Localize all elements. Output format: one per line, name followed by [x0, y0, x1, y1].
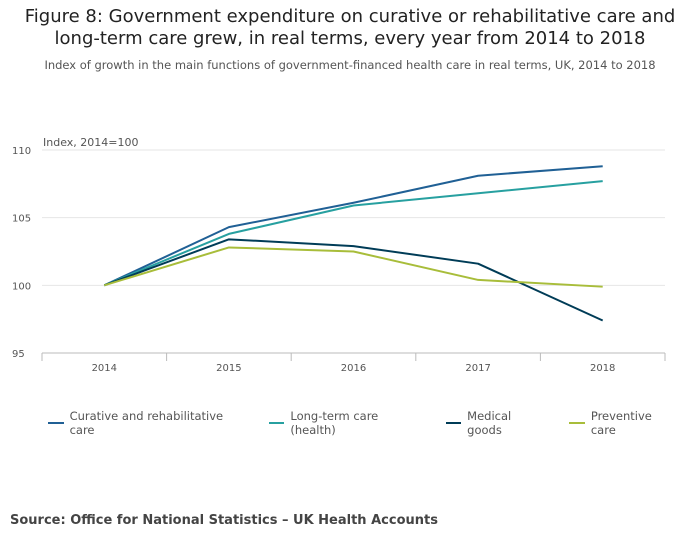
legend-item-1: Long-term care (health): [268, 409, 424, 437]
y-axis-label: Index, 2014=100: [43, 136, 138, 149]
y-tick-label: 110: [12, 146, 31, 157]
legend-label: Preventive care: [590, 409, 652, 437]
legend-swatch: [569, 422, 585, 424]
x-tick-label-2017: 2017: [465, 363, 490, 374]
source-note: Source: Office for National Statistics –…: [10, 513, 438, 528]
legend: Curative and rehabilitative care Long-ter…: [48, 409, 700, 437]
chart-subtitle: Index of growth in the main functions of…: [44, 58, 656, 72]
x-axis: 2014 2015 2016 2017 2018: [41, 353, 666, 374]
chart-title: Figure 8: Government expenditure on cura…: [0, 6, 700, 50]
legend-item-3: Preventive care: [569, 409, 678, 437]
legend-label: Long-term care (health): [290, 409, 379, 437]
legend-item-0: Curative and rehabilitative care: [48, 409, 247, 437]
x-tick-label-2016: 2016: [341, 363, 366, 374]
y-tick-label: 100: [12, 281, 31, 292]
series-lines: [103, 165, 604, 322]
y-tick-label: 95: [12, 349, 25, 360]
y-tick-label: 105: [12, 214, 31, 225]
x-tick-label-2014: 2014: [92, 363, 117, 374]
chart-title-line-2: long-term care grew, in real terms, ever…: [54, 28, 646, 49]
series-line-0: [103, 165, 603, 287]
series-line-3: [104, 246, 603, 288]
legend-label: Curative and rehabilitative care: [69, 409, 224, 437]
legend-swatch: [445, 422, 462, 424]
x-tick-label-2018: 2018: [590, 363, 615, 374]
series-line-1: [103, 180, 603, 287]
x-tick-label-2015: 2015: [216, 363, 241, 374]
legend-swatch: [268, 422, 285, 424]
legend-label: Medical goods: [467, 409, 512, 437]
legend-swatch: [48, 422, 64, 424]
legend-item-2: Medical goods: [445, 409, 548, 437]
y-axis-ticks: 95 100 105 110: [12, 146, 31, 360]
chart-title-line-1: Figure 8: Government expenditure on cura…: [24, 6, 676, 27]
